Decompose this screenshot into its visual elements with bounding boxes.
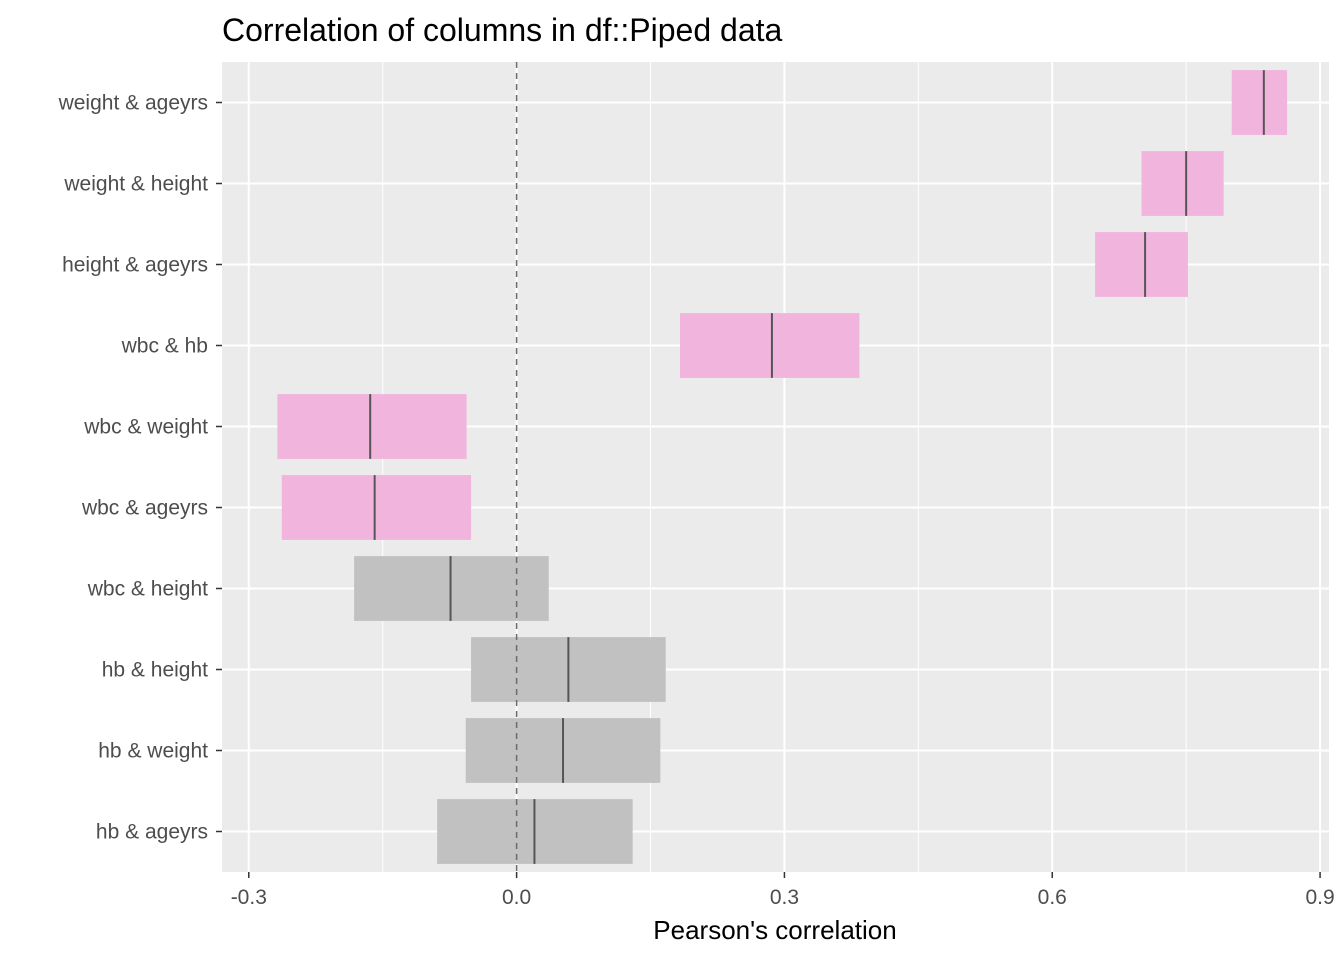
x-tick-label: 0.9: [1305, 886, 1334, 909]
ci-bar: [679, 313, 860, 378]
y-tick-label: weight & height: [63, 173, 208, 196]
x-axis: -0.3 0.0 0.3 0.6 0.9: [231, 872, 1335, 909]
y-tick-label: height & ageyrs: [62, 254, 208, 277]
ci-bar: [277, 394, 467, 459]
y-tick-label: hb & weight: [98, 740, 208, 763]
ci-bar: [281, 475, 472, 540]
x-tick-label: 0.6: [1038, 886, 1067, 909]
y-tick-label: hb & ageyrs: [96, 821, 208, 844]
y-tick-label: hb & height: [102, 659, 208, 682]
estimate-lines: [369, 70, 1265, 864]
x-tick-label: 0.0: [502, 886, 531, 909]
y-tick-label: wbc & hb: [121, 335, 208, 358]
ci-bar: [1095, 232, 1188, 297]
x-axis-label: Pearson's correlation: [653, 915, 896, 945]
ci-bar: [1231, 70, 1288, 135]
y-tick-label: wbc & height: [87, 578, 208, 601]
ci-bar: [1141, 151, 1224, 216]
y-tick-label: wbc & weight: [83, 416, 208, 439]
x-tick-label: 0.3: [770, 886, 799, 909]
y-axis: weight & ageyrs weight & height height & a…: [58, 92, 222, 844]
y-tick-label: weight & ageyrs: [58, 92, 208, 115]
x-tick-label: -0.3: [231, 886, 267, 909]
chart-title: Correlation of columns in df::Piped data: [222, 12, 783, 48]
y-tick-label: wbc & ageyrs: [81, 497, 208, 520]
